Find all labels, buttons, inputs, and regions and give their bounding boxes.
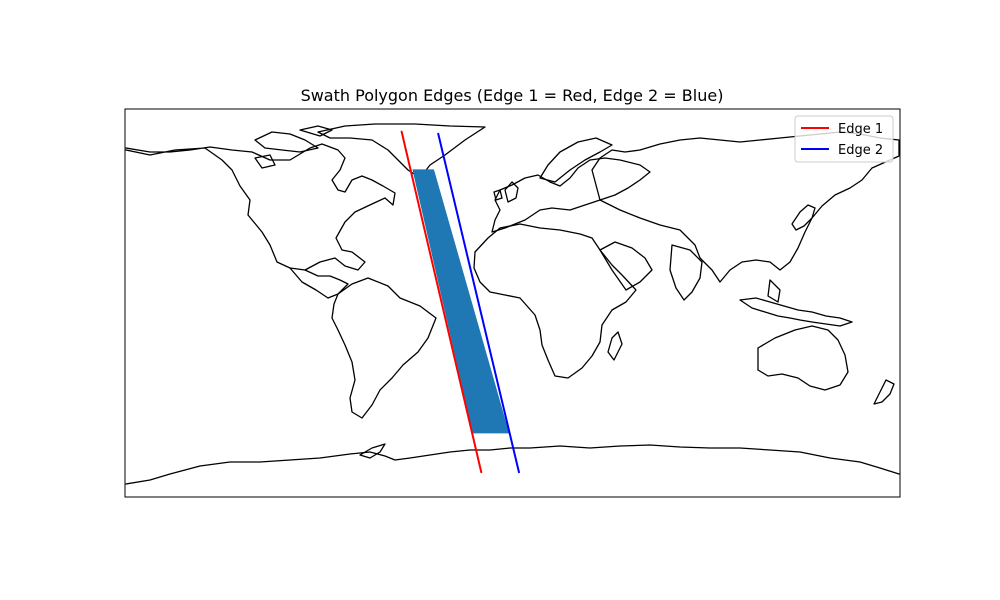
- coastline-south-america: [331, 277, 437, 419]
- coastline-japan: [791, 204, 816, 231]
- map-frame: [124, 108, 901, 498]
- coastline-asia: [591, 131, 900, 283]
- coastline-australia: [757, 325, 849, 391]
- coastline-antarctica: [125, 444, 900, 485]
- coastline-africa: [473, 223, 637, 379]
- swath-polygon: [412, 169, 510, 434]
- coastline-greenland: [317, 123, 486, 179]
- coastline-scandinavia: [539, 137, 613, 183]
- edge-2-line: [437, 132, 520, 474]
- coastline-antarctic-peninsula: [359, 443, 386, 459]
- coastline-arabia-india: [599, 241, 703, 301]
- coastline-north-america: [125, 143, 396, 271]
- coastline-central-america: [289, 267, 349, 299]
- coastline-madagascar: [607, 331, 623, 361]
- map-axes: [125, 123, 900, 485]
- edge-1-line: [400, 130, 483, 474]
- chart-title: Swath Polygon Edges (Edge 1 = Red, Edge …: [301, 86, 724, 105]
- coastline-new-zealand: [873, 379, 895, 405]
- legend-edge-1-label: Edge 1: [838, 122, 883, 137]
- coastline-arctic-islands: [254, 125, 333, 169]
- coastline-british-isles: [493, 181, 519, 203]
- legend: Edge 1 Edge 2: [794, 115, 894, 163]
- coastlines: [125, 123, 900, 485]
- coastline-indonesia: [739, 279, 853, 327]
- legend-edge-2-label: Edge 2: [838, 143, 883, 158]
